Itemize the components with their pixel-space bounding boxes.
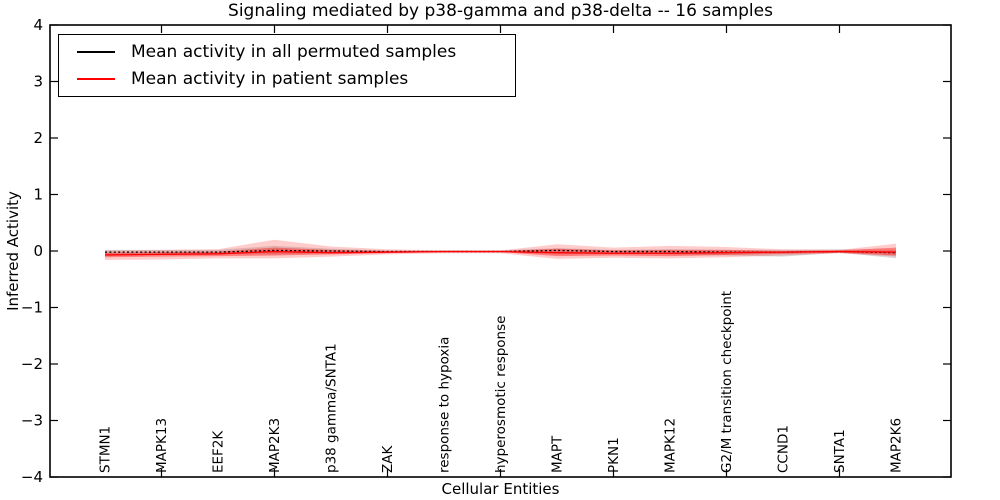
legend: Mean activity in all permuted samples Me… <box>58 34 516 97</box>
y-tick-label: 3 <box>33 73 43 91</box>
y-tick-label: −4 <box>21 468 43 486</box>
legend-entry-permuted: Mean activity in all permuted samples <box>77 42 515 62</box>
patient-samples-band-outer <box>105 239 896 261</box>
x-tick-label: PKN1 <box>606 437 622 473</box>
y-tick-label: 2 <box>33 129 43 147</box>
x-tick-label: G2/M transition checkpoint <box>719 291 735 473</box>
x-tick-label: response to hypoxia <box>437 337 453 473</box>
x-tick-label: MAP2K6 <box>889 418 905 473</box>
legend-label-patient: Mean activity in patient samples <box>131 69 409 89</box>
series-line-1 <box>104 250 897 256</box>
y-tick-label: 4 <box>33 16 43 34</box>
x-tick-label: EEF2K <box>211 430 227 473</box>
patient-line-swatch <box>77 78 115 80</box>
x-tick-label: MAP2K3 <box>267 418 283 473</box>
permuted-line-swatch <box>77 51 115 53</box>
x-tick-label: CCND1 <box>776 425 792 473</box>
x-tick-label: MAPK12 <box>663 418 679 473</box>
y-tick-label: −1 <box>21 299 43 317</box>
x-tick-label: STMN1 <box>98 426 114 473</box>
x-tick-label: MAPK13 <box>154 418 170 473</box>
y-tick-label: −3 <box>21 412 43 430</box>
x-tick-label: MAPT <box>550 435 566 473</box>
legend-entry-patient: Mean activity in patient samples <box>77 69 515 89</box>
x-tick-label: ZAK <box>380 445 396 473</box>
y-axis-label: Inferred Activity <box>4 191 22 311</box>
x-tick-label: hyperosmotic response <box>493 316 509 473</box>
y-tick-label: −2 <box>21 355 43 373</box>
y-tick-label: 0 <box>33 242 43 260</box>
x-tick-label: SNTA1 <box>832 429 848 473</box>
patient-samples-band-inner <box>105 247 896 258</box>
x-axis-label: Cellular Entities <box>441 480 560 498</box>
chart-title: Signaling mediated by p38-gamma and p38-… <box>228 1 773 21</box>
legend-label-permuted: Mean activity in all permuted samples <box>131 42 457 62</box>
y-tick-label: 1 <box>33 186 43 204</box>
x-tick-label: p38 gamma/SNTA1 <box>324 343 340 473</box>
